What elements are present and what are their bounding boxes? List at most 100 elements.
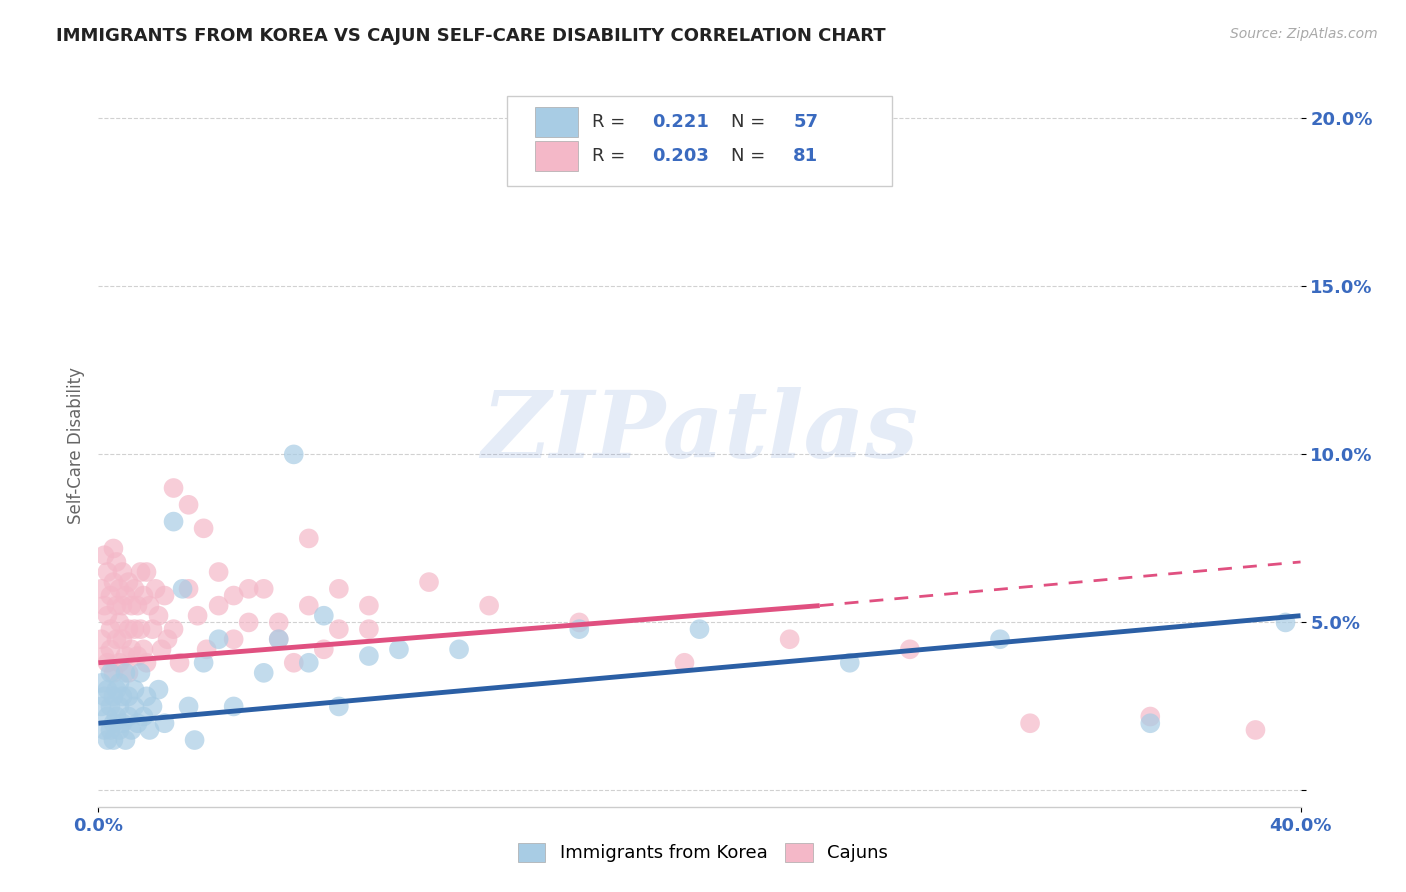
Point [141, 622, 163, 636]
Point [418, 575, 440, 590]
Point [478, 599, 501, 613]
Point [96, 733, 118, 747]
Point [283, 656, 305, 670]
Point [312, 642, 335, 657]
Point [267, 632, 290, 647]
Point [177, 498, 200, 512]
Point [121, 723, 143, 737]
Point [357, 599, 380, 613]
Point [114, 589, 136, 603]
Point [1244, 723, 1267, 737]
Point [108, 723, 131, 737]
Point [312, 608, 335, 623]
Point [267, 632, 290, 647]
Point [150, 642, 173, 657]
Point [135, 690, 157, 704]
Point [135, 656, 157, 670]
Point [283, 447, 305, 461]
Point [117, 709, 139, 723]
Point [298, 656, 321, 670]
Point [568, 615, 591, 630]
Point [108, 699, 131, 714]
Point [162, 481, 184, 495]
Bar [534, 141, 578, 171]
Point [132, 709, 155, 723]
Point [568, 622, 591, 636]
Bar [534, 107, 578, 137]
Text: R =: R = [592, 147, 631, 165]
Point [93, 723, 115, 737]
Point [195, 642, 218, 657]
Point [114, 665, 136, 680]
Point [162, 515, 184, 529]
Point [779, 632, 801, 647]
Point [267, 615, 290, 630]
Point [124, 699, 146, 714]
Point [238, 582, 260, 596]
Point [193, 521, 215, 535]
Point [898, 642, 921, 657]
Point [117, 665, 139, 680]
Text: 57: 57 [793, 113, 818, 131]
Point [328, 622, 350, 636]
Point [108, 615, 131, 630]
Point [96, 565, 118, 579]
Point [208, 632, 231, 647]
Point [111, 632, 134, 647]
Point [169, 656, 191, 670]
Point [447, 642, 470, 657]
Text: N =: N = [731, 147, 770, 165]
Text: N =: N = [731, 113, 770, 131]
Point [105, 682, 128, 697]
Point [96, 608, 118, 623]
Point [127, 599, 149, 613]
Point [121, 599, 143, 613]
Text: 0.221: 0.221 [652, 113, 710, 131]
Point [688, 622, 710, 636]
Point [238, 615, 260, 630]
Point [90, 676, 112, 690]
Point [328, 582, 350, 596]
Point [100, 723, 122, 737]
Point [129, 665, 152, 680]
Point [132, 589, 155, 603]
Point [124, 622, 146, 636]
Point [90, 699, 112, 714]
Point [96, 656, 118, 670]
Text: IMMIGRANTS FROM KOREA VS CAJUN SELF-CARE DISABILITY CORRELATION CHART: IMMIGRANTS FROM KOREA VS CAJUN SELF-CARE… [56, 27, 886, 45]
Point [138, 599, 160, 613]
Point [103, 733, 125, 747]
Point [124, 582, 146, 596]
Point [117, 622, 139, 636]
Point [208, 599, 231, 613]
Point [222, 632, 245, 647]
Point [121, 642, 143, 657]
Point [105, 709, 128, 723]
Point [93, 648, 115, 663]
Point [162, 622, 184, 636]
Point [135, 565, 157, 579]
Point [138, 723, 160, 737]
Point [114, 648, 136, 663]
Point [1274, 615, 1296, 630]
Point [103, 716, 125, 731]
Point [148, 608, 170, 623]
Point [129, 622, 152, 636]
Point [117, 575, 139, 590]
Point [328, 699, 350, 714]
Text: Source: ZipAtlas.com: Source: ZipAtlas.com [1230, 27, 1378, 41]
Point [100, 642, 122, 657]
Point [177, 699, 200, 714]
Point [153, 716, 176, 731]
Point [187, 608, 209, 623]
Point [129, 565, 152, 579]
Point [103, 541, 125, 556]
Point [100, 665, 122, 680]
Point [111, 599, 134, 613]
Point [183, 733, 205, 747]
Point [132, 642, 155, 657]
Point [103, 690, 125, 704]
Point [145, 582, 167, 596]
Point [222, 589, 245, 603]
Point [105, 555, 128, 569]
